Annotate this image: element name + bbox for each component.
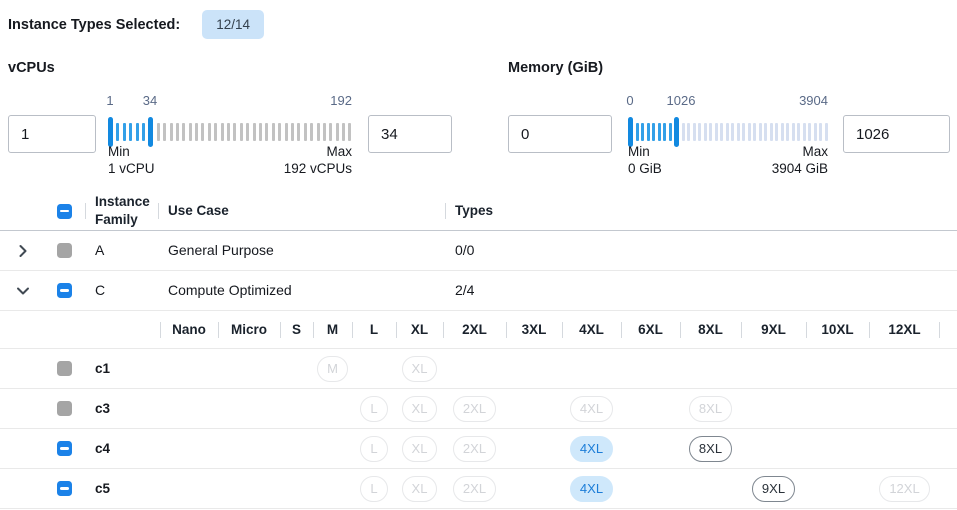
size-column-8xl: 8XL — [680, 311, 741, 348]
size-pill-4xl: 4XL — [569, 395, 614, 422]
size-column-m: M — [313, 311, 352, 348]
size-column-micro: Micro — [218, 311, 280, 348]
instance-row-c3: c3 L XL 2XL 4XL 8XL — [0, 389, 957, 429]
vcpus-min-detail: 1 vCPU — [108, 161, 155, 176]
size-pill-2xl: 2XL — [452, 475, 497, 502]
instance-name: c1 — [95, 360, 111, 376]
c1-checkbox — [57, 361, 72, 376]
selection-summary: Instance Types Selected: 12/14 — [8, 10, 264, 39]
family-use-case: Compute Optimized — [168, 281, 292, 298]
size-column-s: S — [280, 311, 313, 348]
vcpus-min-input[interactable] — [8, 115, 96, 153]
size-column-3xl: 3XL — [506, 311, 562, 348]
vcpus-range-slider[interactable]: 1 34 192 Min 1 vCPU Max 192 vCPUs — [106, 93, 352, 183]
chevron-down-icon[interactable] — [15, 283, 31, 299]
instance-row-c4: c4 L XL 2XL 4XL 8XL — [0, 429, 957, 469]
family-row-a: A General Purpose 0/0 — [0, 231, 957, 271]
memory-scale-handle-value: 1026 — [666, 93, 696, 108]
size-pill-xl: XL — [401, 475, 438, 502]
column-header-use-case: Use Case — [168, 203, 229, 218]
size-pill-2xl: 2XL — [452, 435, 497, 462]
memory-range-slider[interactable]: 0 1026 3904 Min 0 GiB Max 3904 GiB — [626, 93, 828, 183]
size-column-4xl: 4XL — [562, 311, 621, 348]
column-header-instance-family: Instance Family — [95, 194, 150, 227]
vcpus-max-detail: 192 vCPUs — [283, 161, 352, 176]
family-letter: C — [95, 281, 106, 298]
size-pill-8xl[interactable]: 8XL — [688, 435, 733, 462]
vcpus-scale-end: 192 — [330, 93, 352, 108]
instance-name: c3 — [95, 400, 111, 416]
c3-checkbox — [57, 401, 72, 416]
instance-name: c4 — [95, 440, 111, 456]
family-c-checkbox[interactable] — [57, 283, 72, 298]
memory-max-detail: 3904 GiB — [771, 161, 828, 176]
instance-name: c5 — [95, 480, 111, 496]
c4-checkbox[interactable] — [57, 441, 72, 456]
size-column-6xl: 6XL — [621, 311, 680, 348]
size-pill-8xl: 8XL — [688, 395, 733, 422]
vcpus-scale-start: 1 — [106, 93, 114, 108]
family-types-count: 2/4 — [455, 281, 475, 298]
size-column-10xl: 10XL — [806, 311, 869, 348]
vcpus-max-label: Max — [326, 144, 352, 159]
size-pill-4xl[interactable]: 4XL — [569, 475, 614, 502]
size-pill-l: L — [360, 395, 388, 422]
family-row-c: C Compute Optimized 2/4 — [0, 271, 957, 311]
instance-row-c5: c5 L XL 2XL 4XL 9XL 12XL — [0, 469, 957, 509]
size-pill-4xl[interactable]: 4XL — [569, 435, 614, 462]
size-pill-12xl: 12XL — [879, 475, 930, 502]
vcpus-slider-track[interactable] — [108, 117, 352, 147]
size-pill-2xl: 2XL — [452, 395, 497, 422]
select-all-checkbox[interactable] — [57, 203, 72, 219]
vcpus-scale-handle-value: 34 — [142, 93, 158, 108]
table-header-row: Instance Family Use Case Types — [0, 192, 957, 231]
column-header-types: Types — [455, 203, 494, 218]
size-column-xl: XL — [396, 311, 443, 348]
memory-scale-end: 3904 — [799, 93, 828, 108]
family-letter: A — [95, 241, 105, 258]
memory-filter-title: Memory (GiB) — [508, 60, 604, 76]
c5-checkbox[interactable] — [57, 481, 72, 496]
memory-min-input[interactable] — [508, 115, 612, 153]
size-column-l: L — [352, 311, 396, 348]
instance-row-c1: c1 M XL — [0, 349, 957, 389]
vcpus-filter-title: vCPUs — [8, 60, 55, 76]
size-column-9xl: 9XL — [741, 311, 806, 348]
size-pill-xl: XL — [401, 435, 438, 462]
vcpus-min-label: Min — [108, 144, 130, 159]
instance-family-table: Instance Family Use Case Types A General… — [0, 192, 957, 509]
size-column-12xl: 12XL — [869, 311, 940, 348]
family-types-count: 0/0 — [455, 241, 475, 258]
memory-slider-track[interactable] — [628, 117, 828, 147]
selection-summary-label: Instance Types Selected: — [8, 16, 181, 33]
size-pill-l: L — [360, 475, 388, 502]
vcpus-max-input[interactable] — [368, 115, 452, 153]
memory-max-input[interactable] — [843, 115, 950, 153]
size-pill-m: M — [317, 355, 348, 382]
size-column-2xl: 2XL — [443, 311, 506, 348]
family-a-checkbox — [57, 243, 72, 258]
size-pill-l: L — [360, 435, 388, 462]
memory-max-label: Max — [802, 144, 828, 159]
chevron-right-icon[interactable] — [15, 243, 31, 259]
memory-scale-start: 0 — [626, 93, 634, 108]
size-header-row: Nano Micro S M L XL 2XL 3XL 4XL 6XL 8XL … — [0, 311, 957, 349]
memory-min-label: Min — [628, 144, 650, 159]
size-pill-xl: XL — [401, 355, 438, 382]
memory-min-detail: 0 GiB — [628, 161, 662, 176]
selection-count-badge: 12/14 — [202, 10, 264, 39]
size-pill-9xl[interactable]: 9XL — [751, 475, 796, 502]
size-column-nano: Nano — [160, 311, 218, 348]
family-use-case: General Purpose — [168, 241, 274, 258]
size-pill-xl: XL — [401, 395, 438, 422]
